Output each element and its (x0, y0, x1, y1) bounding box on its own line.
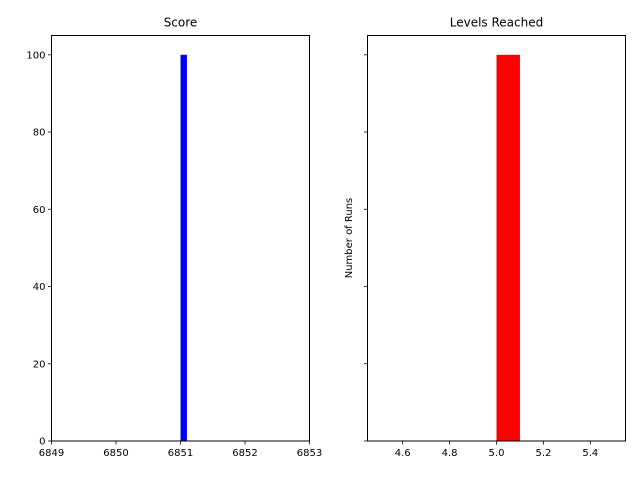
score-x-tick-label-3: 6852 (232, 448, 257, 459)
score-x-tick-label-0: 6849 (39, 448, 64, 459)
score-bar-0 (180, 54, 187, 442)
levels-x-tick-label-0: 4.6 (395, 448, 411, 459)
levels-x-tick-label-3: 5.2 (535, 448, 551, 459)
levels-bars (496, 54, 520, 442)
score-x-ticks: 6849 6850 6851 6852 6853 (39, 441, 322, 459)
score-panel: Score 6849 6850 6851 6852 6853 0 20 40 60 80 100 (26, 16, 322, 460)
levels-panel: Levels Reached Number of Runs 4.6 4.8 5.0 5… (344, 16, 626, 459)
score-bars (180, 54, 187, 442)
levels-y-axis-label: Number of Runs (344, 198, 355, 279)
levels-x-tick-label-2: 5.0 (489, 448, 505, 459)
score-x-tick-label-1: 6850 (103, 448, 128, 459)
score-y-tick-label-4: 80 (33, 128, 46, 139)
score-y-ticks: 0 20 40 60 80 100 (26, 50, 52, 448)
levels-x-tick-label-1: 4.8 (442, 448, 458, 459)
levels-y-ticks (364, 54, 368, 442)
score-y-tick-label-5: 100 (26, 50, 45, 61)
levels-bar-0 (496, 54, 520, 442)
levels-x-ticks: 4.6 4.8 5.0 5.2 5.4 (395, 441, 598, 459)
score-x-tick-label-4: 6853 (297, 448, 322, 459)
score-title: Score (164, 16, 198, 30)
score-x-tick-label-2: 6851 (168, 448, 193, 459)
levels-title: Levels Reached (450, 16, 543, 30)
score-y-tick-label-3: 60 (33, 205, 46, 216)
score-y-tick-label-2: 40 (33, 282, 46, 293)
score-y-tick-label-1: 20 (33, 359, 46, 370)
score-y-tick-label-0: 0 (39, 437, 45, 448)
levels-x-tick-label-4: 5.4 (582, 448, 598, 459)
